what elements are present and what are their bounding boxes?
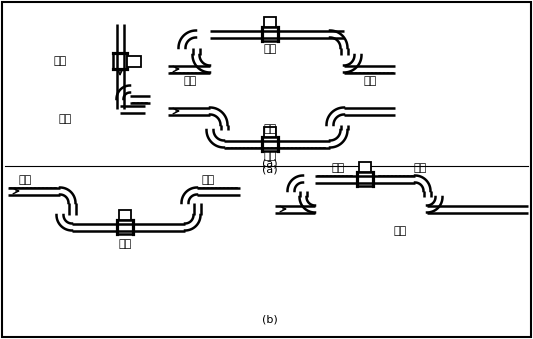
Text: 正确: 正确 xyxy=(53,56,67,66)
Text: 错误: 错误 xyxy=(263,124,277,134)
Text: 气泡: 气泡 xyxy=(332,163,345,173)
Text: 错误: 错误 xyxy=(393,226,407,236)
Text: 液体: 液体 xyxy=(59,114,71,124)
Text: 液体: 液体 xyxy=(183,76,197,86)
Bar xyxy=(264,17,276,27)
Text: (a): (a) xyxy=(262,159,278,169)
Text: 液体: 液体 xyxy=(364,76,377,86)
Bar xyxy=(127,56,141,66)
Text: 液体: 液体 xyxy=(263,151,277,161)
Text: 气泡: 气泡 xyxy=(201,175,215,185)
Bar xyxy=(119,210,131,220)
Bar xyxy=(359,162,371,172)
Text: 气泡: 气泡 xyxy=(414,163,426,173)
Bar xyxy=(264,127,276,137)
Text: (b): (b) xyxy=(262,314,278,324)
Text: 正确: 正确 xyxy=(118,239,132,249)
Text: (a): (a) xyxy=(262,164,278,174)
Text: 正确: 正确 xyxy=(263,44,277,54)
Text: 气泡: 气泡 xyxy=(18,175,31,185)
